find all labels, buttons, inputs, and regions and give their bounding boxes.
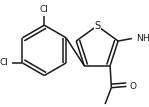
Text: Cl: Cl [0, 58, 9, 67]
Text: O: O [130, 82, 137, 91]
Text: S: S [94, 21, 100, 31]
Text: NH$_2$: NH$_2$ [136, 32, 149, 45]
Text: Cl: Cl [40, 5, 49, 14]
